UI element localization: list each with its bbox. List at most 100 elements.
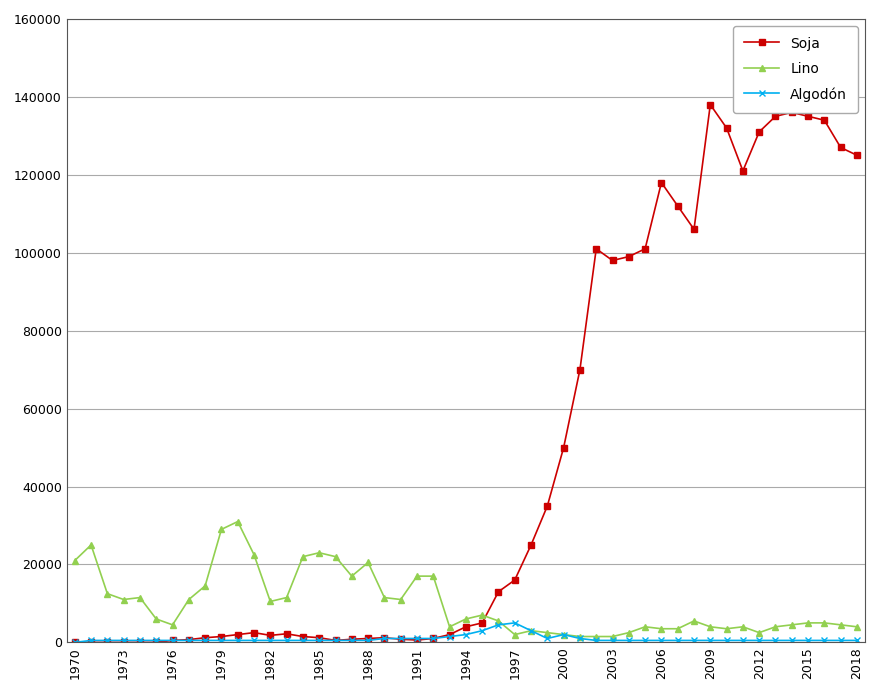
- Lino: [525, 626, 536, 635]
- Algodón: [265, 636, 276, 644]
- Lino: [655, 624, 666, 633]
- Algodón: [460, 631, 471, 639]
- Lino: [753, 629, 764, 637]
- Lino: [574, 633, 585, 641]
- Lino: [688, 617, 699, 625]
- Algodón: [184, 636, 194, 644]
- Algodón: [525, 626, 536, 635]
- Algodón: [167, 636, 177, 644]
- Algodón: [851, 636, 861, 644]
- Algodón: [119, 636, 129, 644]
- Soja: [460, 622, 471, 631]
- Soja: [216, 633, 227, 641]
- Lino: [542, 629, 552, 637]
- Soja: [313, 633, 324, 642]
- Algodón: [639, 636, 650, 644]
- Lino: [477, 611, 487, 620]
- Soja: [69, 638, 80, 647]
- Lino: [818, 619, 829, 627]
- Algodón: [737, 636, 747, 644]
- Lino: [395, 595, 406, 604]
- Lino: [216, 525, 227, 534]
- Algodón: [802, 636, 812, 644]
- Soja: [737, 167, 747, 175]
- Soja: [102, 638, 112, 647]
- Algodón: [134, 636, 145, 644]
- Lino: [265, 597, 276, 606]
- Soja: [509, 576, 520, 584]
- Lino: [378, 593, 389, 602]
- Algodón: [818, 636, 829, 644]
- Lino: [443, 622, 454, 631]
- Lino: [298, 552, 308, 561]
- Lino: [232, 518, 242, 526]
- Lino: [119, 595, 129, 604]
- Algodón: [688, 636, 699, 644]
- Soja: [265, 631, 276, 640]
- Lino: [558, 631, 568, 639]
- Soja: [802, 112, 812, 121]
- Lino: [281, 593, 291, 602]
- Lino: [199, 581, 210, 590]
- Lino: [330, 552, 341, 561]
- Soja: [428, 634, 438, 642]
- Lino: [411, 572, 421, 580]
- Soja: [607, 256, 617, 265]
- Lino: [672, 624, 682, 633]
- Soja: [151, 638, 162, 647]
- Lino: [590, 633, 601, 641]
- Algodón: [509, 619, 520, 627]
- Algodón: [753, 636, 764, 644]
- Algodón: [346, 636, 356, 644]
- Soja: [119, 638, 129, 647]
- Algodón: [199, 636, 210, 644]
- Legend: Soja, Lino, Algodón: Soja, Lino, Algodón: [732, 26, 857, 113]
- Soja: [688, 225, 699, 234]
- Algodón: [834, 636, 845, 644]
- Soja: [721, 124, 731, 132]
- Algodón: [655, 636, 666, 644]
- Algodón: [313, 636, 324, 644]
- Lino: [786, 621, 796, 629]
- Soja: [525, 541, 536, 549]
- Soja: [704, 100, 715, 109]
- Lino: [802, 619, 812, 627]
- Algodón: [607, 636, 617, 644]
- Algodón: [86, 636, 97, 644]
- Soja: [395, 635, 406, 643]
- Soja: [574, 365, 585, 374]
- Soja: [346, 635, 356, 643]
- Algodón: [574, 634, 585, 642]
- Algodón: [151, 636, 162, 644]
- Soja: [134, 638, 145, 647]
- Line: Lino: Lino: [71, 518, 860, 640]
- Lino: [428, 572, 438, 580]
- Lino: [493, 617, 503, 625]
- Soja: [558, 444, 568, 452]
- Algodón: [443, 633, 454, 641]
- Soja: [378, 633, 389, 642]
- Soja: [184, 635, 194, 644]
- Lino: [151, 615, 162, 623]
- Soja: [753, 128, 764, 136]
- Lino: [639, 622, 650, 631]
- Algodón: [363, 636, 373, 644]
- Soja: [86, 638, 97, 647]
- Lino: [346, 572, 356, 580]
- Lino: [769, 622, 780, 631]
- Lino: [623, 629, 633, 637]
- Soja: [477, 619, 487, 627]
- Soja: [639, 245, 650, 253]
- Lino: [134, 593, 145, 602]
- Lino: [167, 621, 177, 629]
- Soja: [769, 112, 780, 121]
- Algodón: [69, 638, 80, 647]
- Line: Soja: Soja: [72, 102, 859, 645]
- Soja: [411, 636, 421, 644]
- Algodón: [493, 621, 503, 629]
- Algodón: [542, 634, 552, 642]
- Soja: [363, 634, 373, 642]
- Lino: [69, 556, 80, 565]
- Algodón: [721, 636, 731, 644]
- Soja: [786, 108, 796, 116]
